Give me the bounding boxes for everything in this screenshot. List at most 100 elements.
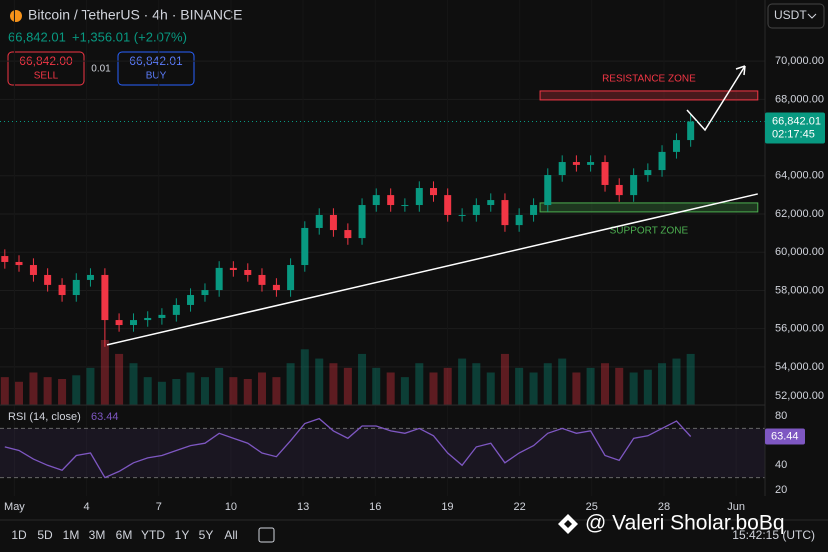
candle-body (301, 227, 309, 266)
volume-bar (643, 369, 652, 405)
y-tick-label: 62,000.00 (775, 208, 824, 220)
volume-bar (272, 377, 281, 405)
rsi-tick-label: 20 (775, 484, 787, 496)
volume-bar (658, 363, 667, 405)
volume-bar (329, 363, 338, 405)
candle-body (401, 205, 409, 207)
volume-bar (229, 377, 238, 405)
zone (539, 202, 759, 213)
candle-body (58, 284, 66, 296)
volume-bar (215, 367, 224, 405)
range-button[interactable]: 5D (37, 528, 53, 542)
x-tick-label: 25 (586, 501, 598, 513)
spread: 0.01 (91, 64, 111, 75)
candle-body (229, 267, 237, 270)
volume-bar (243, 379, 252, 405)
rsi-tag (765, 428, 805, 445)
price-change: +1,356.01 (+2.07%) (72, 29, 187, 44)
candle-body (372, 195, 380, 206)
volume-bar (200, 377, 209, 405)
candle-body (258, 274, 266, 285)
calendar-icon[interactable] (258, 527, 275, 543)
candle-body (601, 162, 609, 185)
candle-body (1, 256, 9, 262)
x-tick-label: 22 (513, 501, 525, 513)
buy-box (117, 51, 195, 86)
volume-bar (558, 358, 567, 405)
range-button[interactable]: 6M (116, 528, 133, 542)
volume-bar (529, 372, 538, 405)
volume-bar (43, 377, 52, 405)
y-tick-label: 58,000.00 (775, 284, 824, 296)
y-tick-label: 56,000.00 (775, 323, 824, 335)
volume-bar (100, 340, 109, 405)
candle-body (244, 269, 252, 275)
candle-body (558, 162, 566, 176)
y-tick-label: 64,000.00 (775, 170, 824, 182)
sell-label: SELL (34, 71, 59, 82)
volume-bar (186, 372, 195, 405)
volume-bar (72, 375, 81, 405)
candle-body (572, 162, 580, 165)
candle-body (115, 320, 123, 326)
x-tick-label: 28 (658, 501, 670, 513)
candle-body (187, 295, 195, 305)
rsi-tick-label: 40 (775, 459, 787, 471)
volume-bar (400, 377, 409, 405)
range-button[interactable]: 3M (89, 528, 106, 542)
x-tick-label: 19 (441, 501, 453, 513)
volume-bar (15, 381, 24, 405)
projection-arrow (686, 65, 746, 132)
candle-body (344, 230, 352, 239)
x-tick-label: 13 (297, 501, 309, 513)
volume-bar (115, 353, 124, 405)
volume-bar (472, 363, 481, 405)
y-tick-label: 52,000.00 (775, 390, 824, 402)
candle-body (687, 121, 695, 141)
candle-body (415, 188, 423, 206)
volume-bar (543, 363, 552, 405)
x-tick-label: Jun (727, 501, 745, 513)
volume-bar (157, 381, 166, 405)
volume-bar (372, 367, 381, 405)
range-button[interactable]: 1M (63, 528, 80, 542)
volume-bar (300, 349, 309, 405)
candle-body (172, 304, 180, 315)
volume-bar (443, 367, 452, 405)
volume-bar (415, 363, 424, 405)
range-button[interactable]: 1D (11, 528, 27, 542)
candle-body (215, 267, 223, 291)
candle-body (458, 214, 466, 216)
currency-dropdown[interactable]: USDT (767, 3, 825, 29)
x-tick-label: 7 (156, 501, 162, 513)
volume-bar (0, 377, 9, 405)
y-tick-label: 68,000.00 (775, 93, 824, 105)
candle-body (472, 205, 480, 215)
candle-body (444, 195, 452, 215)
range-button[interactable]: 1Y (175, 528, 190, 542)
candle-body (644, 170, 652, 176)
price-tag (765, 112, 825, 144)
rsi-tag-label: 63.44 (771, 430, 799, 442)
volume-bar (500, 353, 509, 405)
range-button[interactable]: 5Y (199, 528, 214, 542)
watermark: @ Valeri Sholar.boBq (585, 512, 785, 535)
volume-bar (129, 363, 138, 405)
range-button[interactable]: YTD (141, 528, 165, 542)
rsi-line (4, 417, 692, 479)
candle-body (672, 140, 680, 152)
candle-body (387, 195, 395, 206)
symbol-title: Bitcoin / TetherUS · 4h · BINANCE (28, 7, 242, 23)
rsi-title: RSI (14, close) (8, 411, 81, 423)
candle-body (329, 214, 337, 231)
currency-box (767, 3, 825, 29)
range-button[interactable]: All (224, 528, 237, 542)
volume-bar (686, 353, 695, 405)
rsi-value: 63.44 (91, 411, 119, 423)
candle-body (544, 175, 552, 206)
candle-body (86, 274, 94, 280)
rsi-tick-label: 80 (775, 410, 787, 422)
volume-bar (586, 367, 595, 405)
